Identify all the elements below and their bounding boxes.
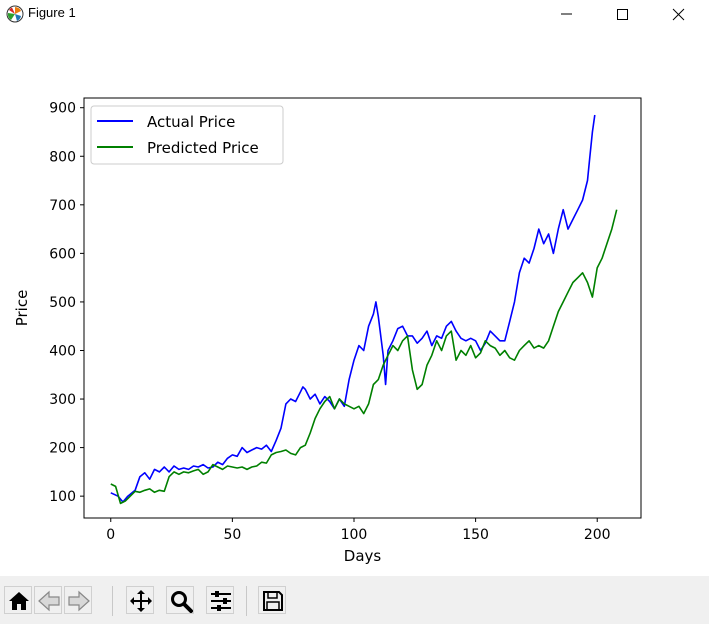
legend-box [90,105,284,165]
y-tick-label: 300 [49,392,76,408]
y-tick-label: 100 [49,489,76,505]
move-icon [130,590,152,612]
x-tick-label: 100 [341,527,368,543]
x-tick-label: 150 [462,527,489,543]
x-tick-label: 50 [223,527,241,543]
back-button[interactable] [34,586,62,614]
navigation-toolbar [0,576,709,624]
x-axis-label: Days [344,547,382,565]
save-button[interactable] [258,586,286,614]
maximize-icon [617,9,628,20]
y-tick-label: 900 [49,101,76,117]
y-tick-label: 800 [49,149,76,165]
y-tick-label: 700 [49,198,76,214]
arrow-right-icon [68,590,90,612]
arrow-left-icon [38,590,60,612]
legend: Actual Price Predicted Price [90,105,284,165]
toolbar-separator [246,586,247,616]
toolbar-separator [112,586,113,616]
forward-button[interactable] [64,586,92,614]
y-axis-label: Price [13,290,31,327]
series-line-0 [110,114,596,503]
home-button[interactable] [4,586,32,614]
window-titlebar: Figure 1 [0,0,709,30]
y-tick-label: 400 [49,343,76,359]
x-tick-label: 200 [584,527,611,543]
configure-subplots-button[interactable] [206,586,234,614]
pan-button[interactable] [126,586,154,614]
legend-label: Actual Price [147,113,235,131]
sliders-icon [211,591,231,611]
line-chart: 0 50 100 150 200100200300400500600700800900 … [13,97,642,565]
close-button[interactable] [656,0,702,30]
close-icon [672,8,685,21]
y-tick-label: 500 [49,295,76,311]
magnifier-icon [171,591,193,613]
y-tick-label: 600 [49,246,76,262]
minimize-icon [561,13,572,15]
legend-label: Predicted Price [147,139,259,157]
maximize-button[interactable] [600,0,646,30]
plot-lines [110,114,618,505]
floppy-disk-icon [263,591,283,611]
series-line-1 [110,209,618,505]
zoom-button[interactable] [166,586,194,614]
matplotlib-logo-icon [6,5,24,23]
x-tick-label: 0 [106,527,115,543]
window-title: Figure 1 [28,5,76,20]
home-icon [9,592,29,610]
minimize-button[interactable] [544,0,590,30]
axes-frame [83,97,642,519]
axis-ticks: 0 50 100 150 200 100 200 300 400 500 600 700 800 900 [49,101,610,543]
y-tick-label: 200 [49,441,76,457]
